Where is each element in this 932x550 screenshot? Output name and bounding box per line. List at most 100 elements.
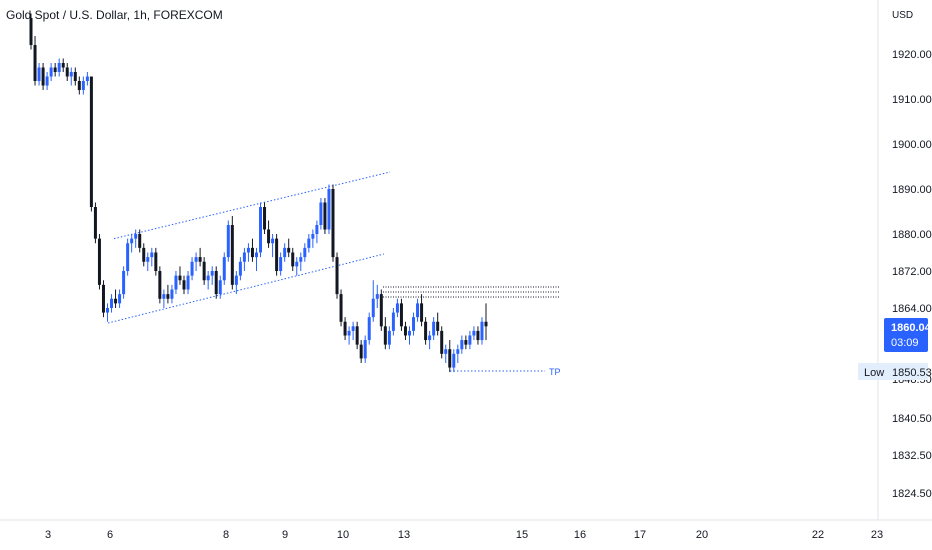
candle-body — [383, 326, 387, 345]
y-tick-label: 1832.50 — [892, 450, 932, 462]
channel-upper-line[interactable] — [113, 171, 391, 240]
candle-body — [154, 252, 158, 271]
low-tag-value: 1850.53 — [892, 367, 932, 379]
candle-body — [303, 247, 307, 258]
candle-body — [379, 294, 383, 327]
candle-body — [178, 275, 182, 281]
candle-body — [158, 271, 162, 299]
x-axis-ticks[interactable]: 3 6 8 9 10 13 15 16 17 20 22 23 — [45, 529, 883, 541]
candle-body — [399, 303, 403, 327]
candle-body — [480, 321, 484, 341]
candles[interactable] — [29, 13, 488, 373]
candle-body — [97, 238, 101, 285]
x-tick-label: 16 — [574, 529, 586, 541]
candle-body — [150, 252, 154, 258]
y-tick-label: 1864.00 — [892, 303, 932, 315]
candle-body — [53, 67, 57, 72]
candle-body — [448, 349, 452, 368]
y-axis-ticks[interactable]: 1920.00 1910.00 1900.00 1890.00 1880.00 1872.… — [892, 49, 932, 500]
candle-body — [190, 261, 194, 276]
candle-body — [412, 317, 416, 331]
candle-body — [259, 207, 263, 253]
candle-body — [484, 321, 488, 327]
candle-body — [359, 344, 363, 359]
candle-body — [41, 67, 45, 86]
candle-body — [444, 349, 448, 354]
x-tick-label: 3 — [45, 529, 51, 541]
y-tick-label: 1880.00 — [892, 229, 932, 241]
candle-body — [279, 257, 283, 271]
candle-body — [311, 234, 315, 239]
candle-body — [267, 229, 271, 244]
candle-body — [162, 294, 166, 299]
x-tick-label: 13 — [398, 529, 410, 541]
candle-body — [315, 225, 319, 234]
candle-body — [375, 294, 379, 299]
candle-body — [73, 72, 77, 81]
x-tick-label: 8 — [223, 529, 229, 541]
candle-body — [49, 67, 53, 77]
candle-body — [391, 312, 395, 331]
candle-body — [246, 247, 250, 253]
candle-body — [291, 252, 295, 267]
candle-body — [166, 294, 170, 299]
candle-body — [327, 189, 331, 230]
candle-body — [198, 257, 202, 262]
candle-body — [202, 261, 206, 281]
candle-body — [65, 67, 69, 77]
y-tick-label: 1824.50 — [892, 488, 932, 500]
candle-body — [37, 67, 41, 81]
candle-body — [186, 275, 190, 290]
candle-body — [295, 261, 299, 267]
candle-body — [210, 271, 214, 276]
candle-body — [130, 238, 134, 244]
candle-body — [250, 247, 254, 258]
candle-body — [138, 234, 142, 248]
candle-body — [464, 340, 468, 345]
y-tick-label: 1872.00 — [892, 266, 932, 278]
candle-body — [146, 257, 150, 262]
candle-body — [428, 335, 432, 341]
channel-lower-line[interactable] — [107, 253, 385, 324]
candle-body — [339, 294, 343, 322]
candle-body — [403, 326, 407, 336]
candle-body — [367, 317, 371, 341]
annotations[interactable]: TP — [107, 171, 561, 377]
candle-body — [110, 298, 114, 308]
candle-body — [299, 257, 303, 262]
candle-body — [460, 340, 464, 350]
x-tick-label: 9 — [282, 529, 288, 541]
candle-body — [476, 330, 480, 341]
candle-body — [335, 257, 339, 295]
candle-body — [363, 340, 367, 359]
candle-body — [456, 349, 460, 354]
chart-title: Gold Spot / U.S. Dollar, 1h, FOREXCOM — [6, 8, 223, 22]
axes-lines — [0, 0, 932, 521]
candle-body — [371, 298, 375, 318]
x-tick-label: 23 — [871, 529, 883, 541]
candle-body — [242, 252, 246, 262]
candle-body — [468, 335, 472, 345]
candle-body — [89, 76, 93, 207]
candle-body — [347, 330, 351, 336]
candle-body — [93, 207, 97, 239]
x-tick-label: 17 — [634, 529, 646, 541]
candle-body — [432, 321, 436, 336]
candle-body — [343, 321, 347, 336]
candle-body — [407, 330, 411, 336]
candle-body — [85, 76, 89, 81]
candle-body — [218, 280, 222, 295]
x-tick-label: 15 — [516, 529, 528, 541]
candle-body — [122, 271, 126, 295]
candle-body — [271, 238, 275, 244]
y-tick-label: 1890.00 — [892, 184, 932, 196]
candle-body — [436, 321, 440, 331]
candle-body — [416, 303, 420, 318]
low-tag — [858, 363, 928, 380]
candle-body — [33, 45, 37, 81]
candle-body — [182, 280, 186, 290]
candle-body — [355, 326, 359, 345]
candle-body — [114, 298, 118, 304]
candle-body — [472, 330, 476, 336]
